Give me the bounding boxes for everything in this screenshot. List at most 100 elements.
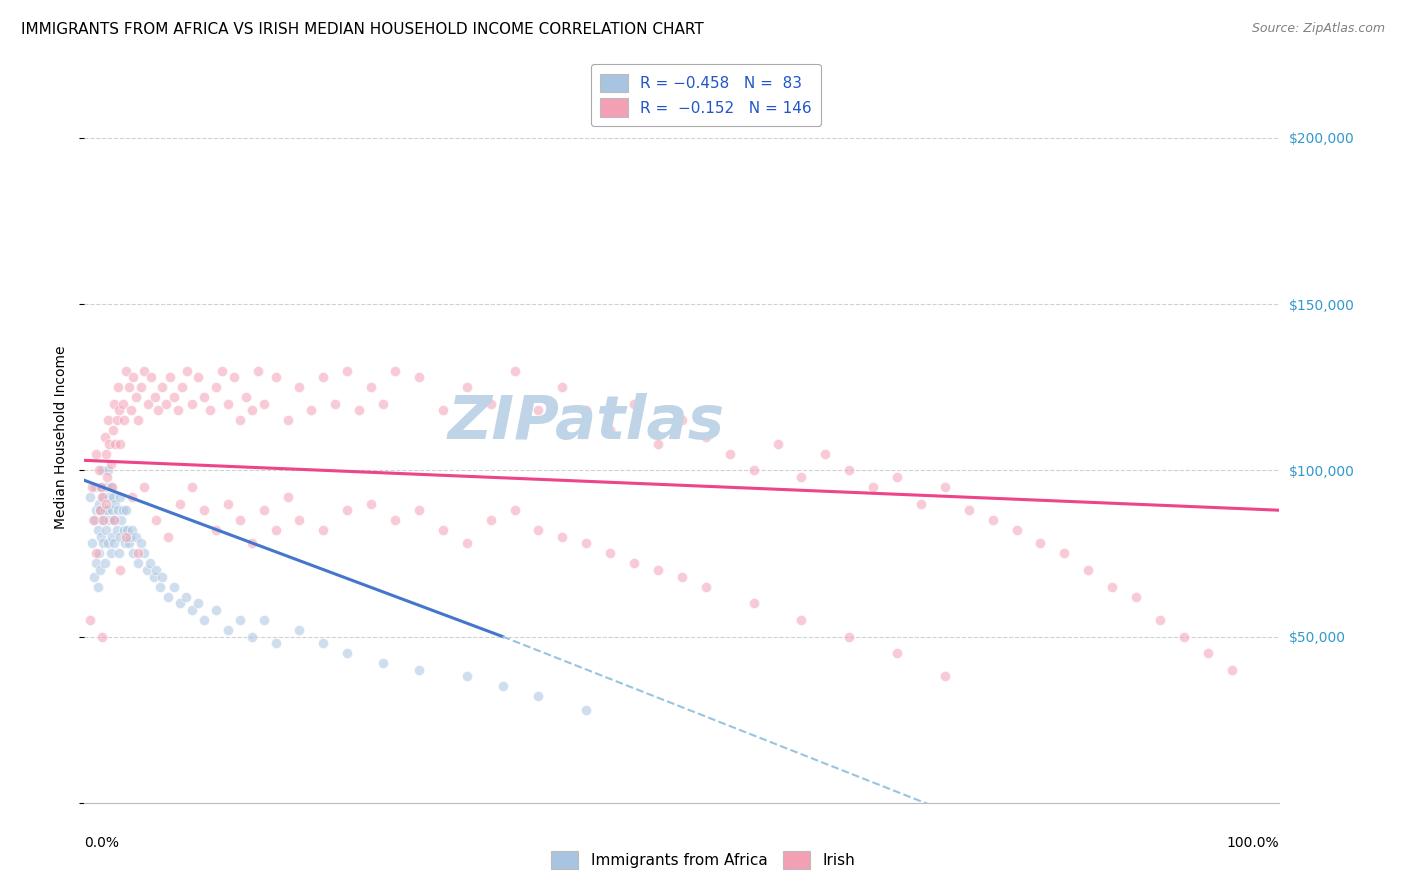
Point	[125, 390, 148, 404]
Point	[384, 363, 406, 377]
Point	[1005, 523, 1028, 537]
Point	[456, 380, 478, 394]
Point	[336, 646, 359, 660]
Point	[86, 546, 108, 560]
Point	[176, 363, 198, 377]
Point	[104, 436, 127, 450]
Point	[122, 370, 145, 384]
Point	[288, 513, 311, 527]
Point	[240, 630, 263, 644]
Point	[575, 703, 598, 717]
Point	[90, 480, 112, 494]
Point	[312, 636, 335, 650]
Point	[127, 413, 149, 427]
Point	[84, 480, 107, 494]
Point	[695, 430, 717, 444]
Point	[240, 536, 263, 550]
Point	[96, 503, 118, 517]
Point	[89, 563, 111, 577]
Point	[80, 480, 103, 494]
Point	[93, 536, 115, 550]
Point	[90, 480, 112, 494]
Point	[110, 436, 132, 450]
Point	[229, 513, 252, 527]
Point	[312, 370, 335, 384]
Point	[157, 590, 180, 604]
Point	[129, 536, 152, 550]
Point	[93, 430, 115, 444]
Point	[217, 623, 239, 637]
Point	[575, 536, 598, 550]
Point	[132, 480, 156, 494]
Point	[107, 380, 129, 394]
Point	[647, 563, 669, 577]
Point	[623, 557, 645, 571]
Point	[169, 596, 191, 610]
Point	[695, 580, 717, 594]
Point	[1220, 663, 1243, 677]
Point	[384, 513, 406, 527]
Point	[623, 397, 645, 411]
Point	[222, 370, 245, 384]
Text: IMMIGRANTS FROM AFRICA VS IRISH MEDIAN HOUSEHOLD INCOME CORRELATION CHART: IMMIGRANTS FROM AFRICA VS IRISH MEDIAN H…	[21, 22, 704, 37]
Text: 100.0%: 100.0%	[1227, 836, 1279, 850]
Point	[132, 363, 156, 377]
Text: 0.0%: 0.0%	[84, 836, 120, 850]
Point	[100, 546, 122, 560]
Point	[349, 403, 371, 417]
Point	[98, 436, 121, 450]
Point	[360, 380, 382, 394]
Point	[86, 580, 108, 594]
Point	[112, 413, 135, 427]
Point	[117, 380, 139, 394]
Point	[551, 380, 574, 394]
Point	[98, 490, 121, 504]
Point	[83, 513, 105, 527]
Point	[93, 513, 115, 527]
Point	[172, 380, 194, 394]
Point	[217, 397, 239, 411]
Point	[150, 570, 173, 584]
Point	[229, 613, 252, 627]
Point	[205, 523, 228, 537]
Point	[886, 646, 908, 660]
Point	[360, 497, 382, 511]
Point	[503, 363, 526, 377]
Point	[264, 370, 287, 384]
Point	[110, 513, 132, 527]
Point	[125, 530, 148, 544]
Point	[86, 503, 108, 517]
Point	[127, 557, 149, 571]
Point	[104, 497, 127, 511]
Point	[90, 530, 112, 544]
Point	[103, 397, 125, 411]
Point	[527, 403, 550, 417]
Point	[86, 557, 108, 571]
Point	[105, 523, 128, 537]
Point	[101, 424, 124, 438]
Point	[166, 403, 188, 417]
Point	[174, 590, 197, 604]
Point	[503, 503, 526, 517]
Point	[187, 596, 209, 610]
Point	[93, 490, 115, 504]
Point	[87, 463, 110, 477]
Point	[790, 613, 813, 627]
Point	[149, 580, 172, 594]
Point	[408, 503, 430, 517]
Point	[115, 363, 138, 377]
Point	[97, 413, 120, 427]
Point	[108, 403, 131, 417]
Point	[1077, 563, 1099, 577]
Point	[169, 497, 191, 511]
Point	[253, 397, 276, 411]
Point	[157, 530, 180, 544]
Point	[181, 603, 204, 617]
Point	[89, 503, 111, 517]
Point	[240, 403, 263, 417]
Point	[325, 397, 347, 411]
Point	[94, 447, 117, 461]
Point	[150, 380, 173, 394]
Point	[432, 523, 454, 537]
Point	[101, 480, 124, 494]
